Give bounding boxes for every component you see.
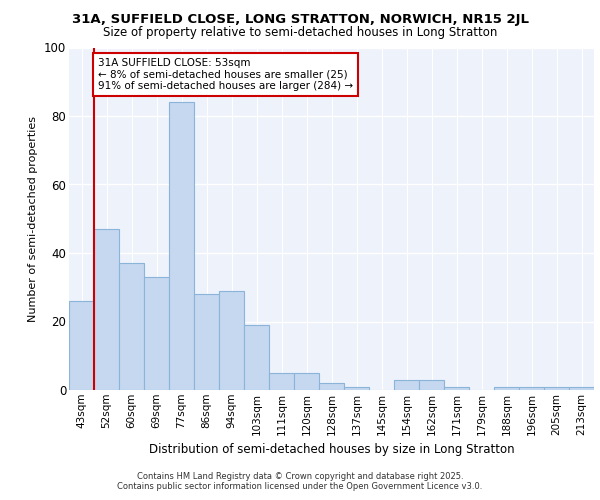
Bar xyxy=(194,294,219,390)
X-axis label: Distribution of semi-detached houses by size in Long Stratton: Distribution of semi-detached houses by … xyxy=(149,443,514,456)
Bar xyxy=(69,301,94,390)
Y-axis label: Number of semi-detached properties: Number of semi-detached properties xyxy=(28,116,38,322)
Bar xyxy=(269,373,294,390)
Bar xyxy=(144,277,169,390)
Bar xyxy=(444,386,469,390)
Bar xyxy=(244,325,269,390)
Bar xyxy=(319,383,344,390)
Bar xyxy=(519,386,544,390)
Bar xyxy=(394,380,419,390)
Bar xyxy=(544,386,569,390)
Bar xyxy=(219,290,244,390)
Text: Contains HM Land Registry data © Crown copyright and database right 2025.
Contai: Contains HM Land Registry data © Crown c… xyxy=(118,472,482,491)
Bar xyxy=(119,264,144,390)
Bar xyxy=(94,229,119,390)
Bar xyxy=(169,102,194,390)
Bar xyxy=(294,373,319,390)
Bar xyxy=(344,386,369,390)
Text: 31A, SUFFIELD CLOSE, LONG STRATTON, NORWICH, NR15 2JL: 31A, SUFFIELD CLOSE, LONG STRATTON, NORW… xyxy=(71,12,529,26)
Bar xyxy=(569,386,594,390)
Text: 31A SUFFIELD CLOSE: 53sqm
← 8% of semi-detached houses are smaller (25)
91% of s: 31A SUFFIELD CLOSE: 53sqm ← 8% of semi-d… xyxy=(98,58,353,91)
Bar xyxy=(419,380,444,390)
Text: Size of property relative to semi-detached houses in Long Stratton: Size of property relative to semi-detach… xyxy=(103,26,497,39)
Bar xyxy=(494,386,519,390)
